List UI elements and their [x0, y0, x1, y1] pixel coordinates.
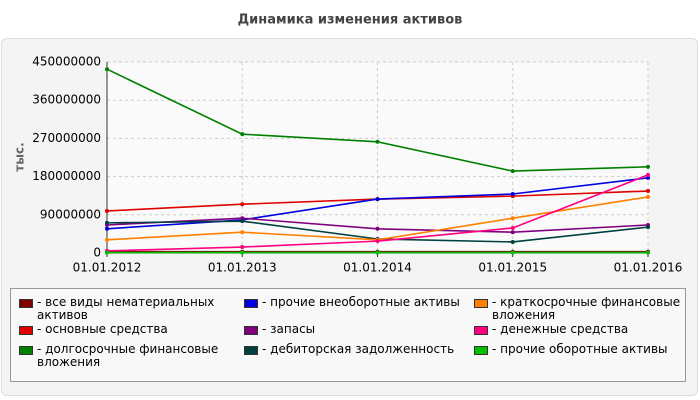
- legend-item: - прочие внеоборотные активы: [244, 296, 474, 323]
- y-tick-label: 270000000: [32, 131, 101, 145]
- data-point: [105, 250, 109, 255]
- y-tick-label: 90000000: [40, 207, 101, 221]
- legend-label: - запасы: [262, 322, 316, 336]
- legend-swatch: [19, 346, 33, 355]
- data-point: [646, 250, 650, 255]
- y-tick-label: 0: [93, 246, 101, 260]
- x-tick-label: 01.01.2015: [478, 261, 547, 275]
- y-axis-label: тыс.: [13, 142, 27, 171]
- y-tick-label: 180000000: [32, 169, 101, 183]
- data-point: [240, 132, 245, 137]
- legend-item: - запасы: [244, 323, 474, 343]
- data-point: [375, 226, 380, 231]
- data-point: [240, 250, 245, 255]
- x-tick-label: 01.01.2016: [614, 261, 683, 275]
- data-point: [646, 172, 650, 177]
- data-point: [240, 245, 245, 250]
- data-point: [105, 226, 109, 231]
- legend-label: - краткосрочные финансовые вложения: [492, 295, 681, 322]
- data-point: [646, 194, 650, 199]
- y-tick-label: 450000000: [32, 55, 101, 69]
- legend-swatch: [19, 299, 33, 308]
- legend-label: - прочие оборотные активы: [492, 342, 668, 356]
- data-point: [105, 208, 109, 213]
- legend-item: - краткосрочные финансовые вложения: [474, 296, 689, 323]
- data-point: [510, 250, 515, 255]
- data-point: [510, 169, 515, 174]
- data-point: [375, 139, 380, 144]
- legend-label: - основные средства: [37, 322, 168, 336]
- data-point: [105, 67, 109, 72]
- legend-item: - основные средства: [19, 323, 244, 343]
- legend-swatch: [244, 346, 258, 355]
- data-point: [510, 239, 515, 244]
- legend-label: - все виды нематериальных активов: [37, 295, 215, 322]
- legend-swatch: [474, 346, 488, 355]
- data-point: [240, 219, 245, 224]
- x-tick-label: 01.01.2014: [343, 261, 412, 275]
- legend-swatch: [474, 299, 488, 308]
- legend-item: - дебиторская задолженность: [244, 343, 474, 383]
- legend-label: - дебиторская задолженность: [262, 342, 455, 356]
- data-point: [510, 192, 515, 197]
- x-tick-label: 01.01.2013: [208, 261, 277, 275]
- data-point: [646, 175, 650, 180]
- data-point: [375, 250, 380, 255]
- chart-title: Динамика изменения активов: [238, 13, 463, 28]
- x-tick-label: 01.01.2012: [73, 261, 142, 275]
- data-point: [240, 230, 245, 235]
- data-point: [510, 225, 515, 230]
- legend-swatch: [474, 326, 488, 335]
- data-point: [240, 216, 245, 221]
- legend-swatch: [244, 326, 258, 335]
- data-point: [510, 230, 515, 235]
- data-point: [510, 216, 515, 221]
- data-point: [375, 239, 380, 244]
- data-point: [105, 220, 109, 225]
- legend-swatch: [244, 299, 258, 308]
- legend-label: - денежные средства: [492, 322, 629, 336]
- legend-item: - денежные средства: [474, 323, 689, 343]
- legend: - все виды нематериальных активов - основ…: [10, 288, 686, 382]
- y-tick-label: 360000000: [32, 93, 101, 107]
- data-point: [646, 225, 650, 230]
- legend-label: - прочие внеоборотные активы: [262, 295, 460, 309]
- data-point: [375, 197, 380, 202]
- data-point: [240, 202, 245, 207]
- data-point: [646, 189, 650, 194]
- data-point: [646, 164, 650, 169]
- legend-label: - долгосрочные финансовые вложения: [37, 342, 219, 369]
- legend-item: - все виды нематериальных активов: [19, 296, 244, 323]
- data-point: [105, 237, 109, 242]
- legend-swatch: [19, 326, 33, 335]
- legend-item: - прочие оборотные активы: [474, 343, 689, 383]
- legend-item: - долгосрочные финансовые вложения: [19, 343, 244, 383]
